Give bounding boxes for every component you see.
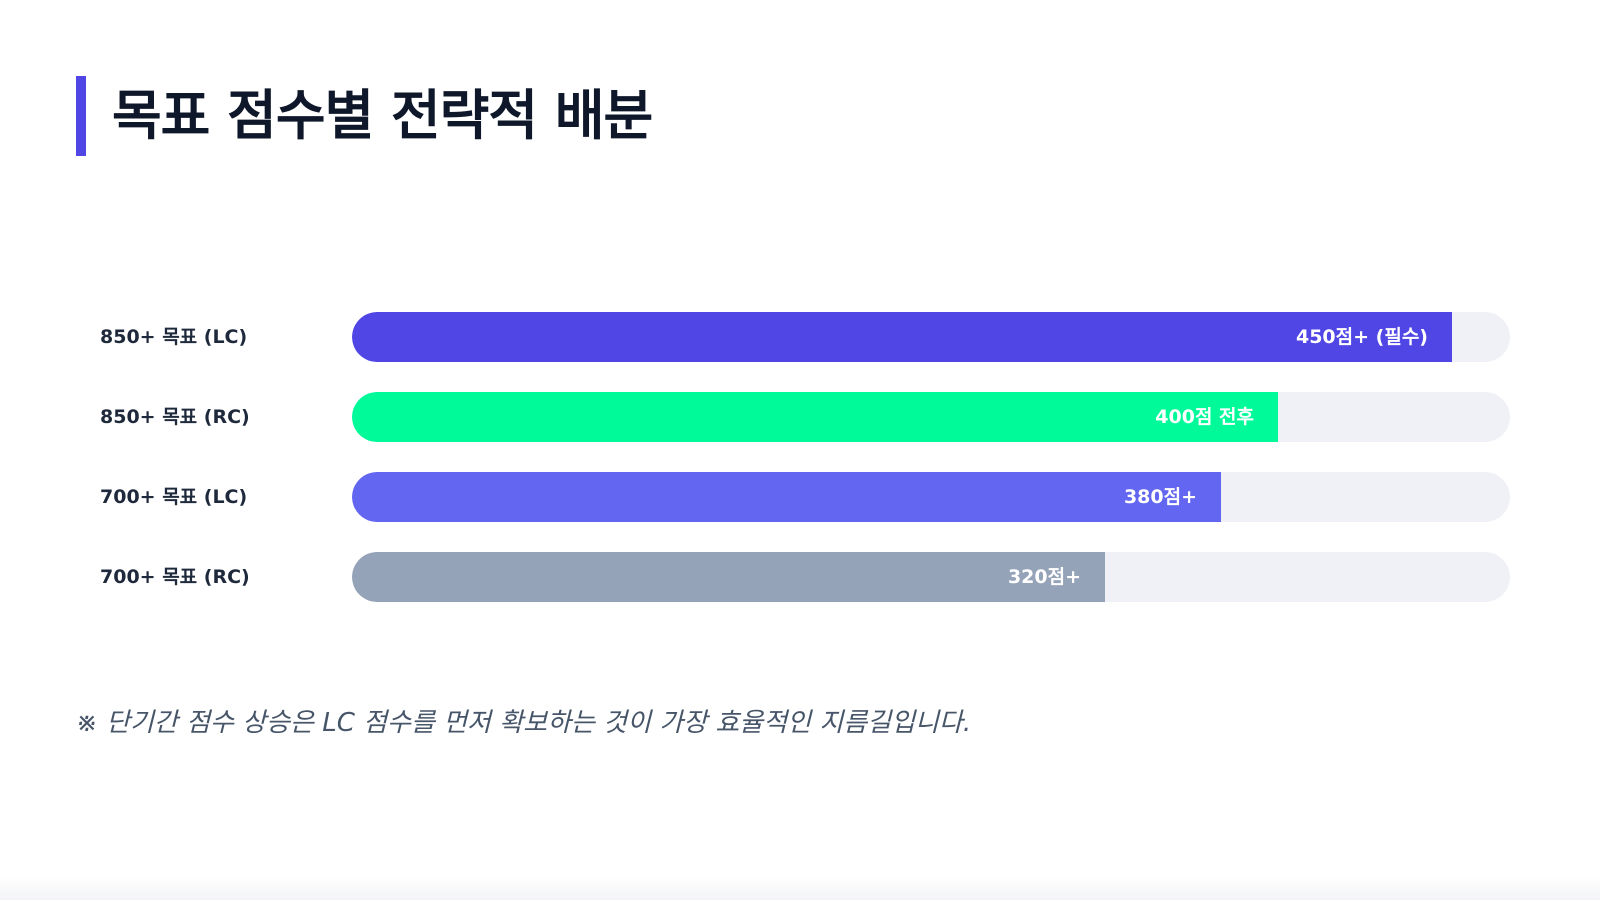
bar-track: 450점+ (필수) <box>352 312 1510 362</box>
bar-row: 850+ 목표 (RC) 400점 전후 <box>100 392 1510 442</box>
bar-row: 700+ 목표 (LC) 380점+ <box>100 472 1510 522</box>
bar-value-label: 320점+ <box>1007 566 1081 588</box>
bar-value-label: 400점 전후 <box>1155 406 1254 428</box>
bar <box>352 392 1278 442</box>
bar-track: 380점+ <box>352 472 1510 522</box>
bar <box>352 552 1105 602</box>
category-label: 700+ 목표 (LC) <box>100 486 248 508</box>
page-title: 목표 점수별 전략적 배분 <box>112 84 653 147</box>
category-label: 700+ 목표 (RC) <box>100 566 250 588</box>
bottom-shade <box>0 876 1600 900</box>
bar <box>352 472 1221 522</box>
bar-row: 850+ 목표 (LC) 450점+ (필수) <box>100 312 1510 362</box>
title-block: 목표 점수별 전략적 배분 <box>76 76 653 156</box>
footnote: ※ 단기간 점수 상승은 LC 점수를 먼저 확보하는 것이 가장 효율적인 지… <box>76 708 972 738</box>
bar-value-label: 380점+ <box>1123 486 1197 508</box>
title-accent-bar <box>76 76 86 156</box>
bar-value-label: 450점+ (필수) <box>1295 326 1428 348</box>
category-label: 850+ 목표 (LC) <box>100 326 248 348</box>
bar-track: 320점+ <box>352 552 1510 602</box>
bar-row: 700+ 목표 (RC) 320점+ <box>100 552 1510 602</box>
bar <box>352 312 1452 362</box>
bar-track: 400점 전후 <box>352 392 1510 442</box>
category-label: 850+ 목표 (RC) <box>100 406 250 428</box>
